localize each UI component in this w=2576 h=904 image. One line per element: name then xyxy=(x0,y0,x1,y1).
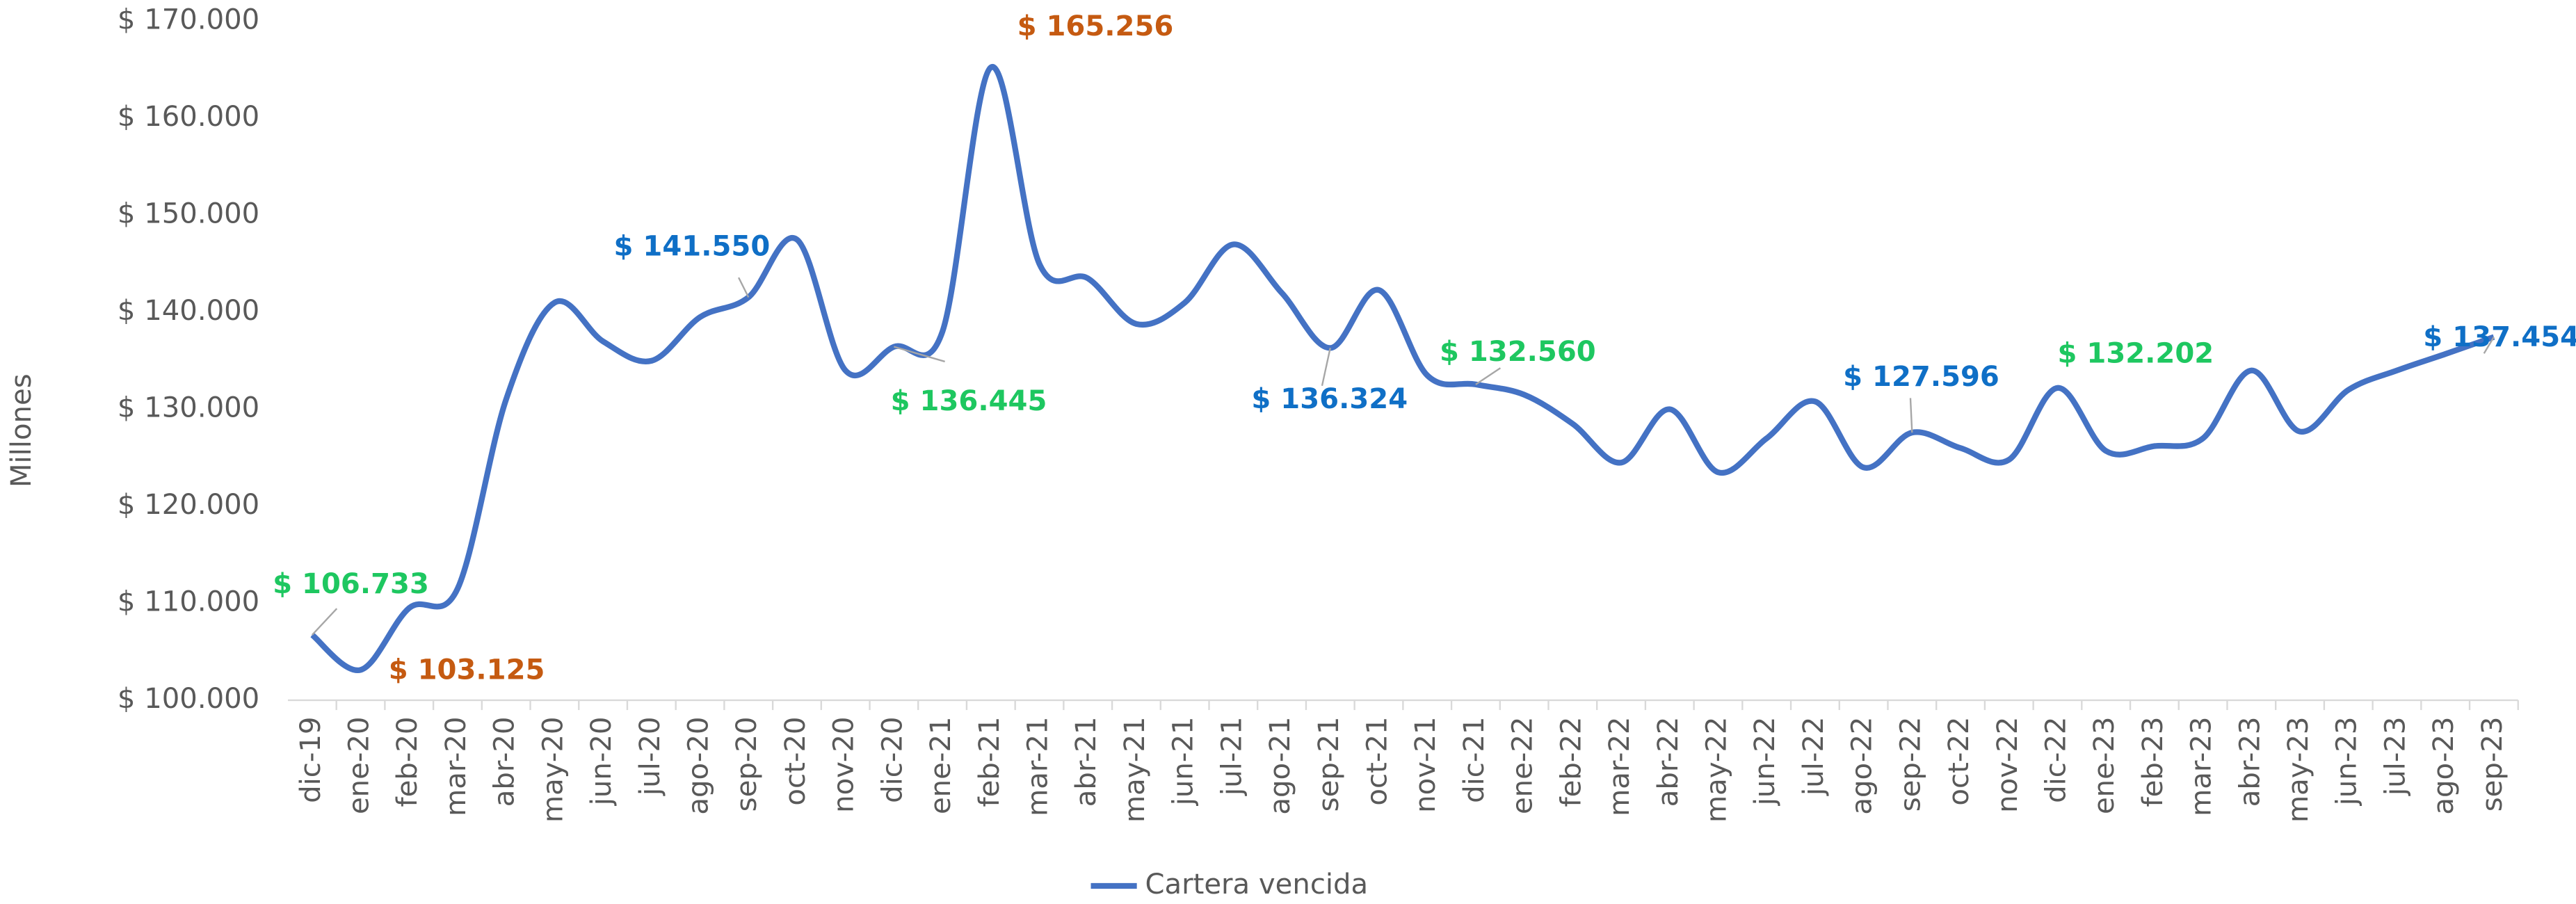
x-tick-label: ene-23 xyxy=(2088,717,2120,814)
x-tick-label: jul-22 xyxy=(1798,717,1830,796)
x-tick-label: abr-22 xyxy=(1652,717,1684,807)
x-tick-label: jun-23 xyxy=(2331,717,2363,807)
y-tick-label: $ 110.000 xyxy=(118,586,259,618)
x-tick-label: may-20 xyxy=(537,717,569,823)
x-tick-label: ene-20 xyxy=(344,717,376,814)
leader-line xyxy=(2483,336,2495,354)
leader-line xyxy=(1909,398,1913,433)
data-label: $ 106.733 xyxy=(273,568,429,600)
leader-line xyxy=(894,346,945,363)
x-tick-label: ene-22 xyxy=(1507,717,1539,814)
x-tick-label: nov-21 xyxy=(1410,717,1442,813)
x-tick-label: may-21 xyxy=(1119,717,1151,823)
x-tick-label: mar-23 xyxy=(2186,717,2218,816)
x-tick-label: jul-20 xyxy=(634,717,666,796)
x-tick-label: dic-22 xyxy=(2040,717,2072,803)
x-tick-label: ago-22 xyxy=(1846,717,1878,815)
leader-line xyxy=(311,608,338,636)
y-axis-label: Millones xyxy=(6,373,38,487)
leader-line xyxy=(738,277,750,298)
legend-label: Cartera vencida xyxy=(1145,869,1368,901)
x-tick-label: jul-23 xyxy=(2379,717,2411,796)
data-label: $ 132.560 xyxy=(1440,336,1596,368)
x-tick-label: may-22 xyxy=(1700,717,1732,823)
x-tick-label: mar-21 xyxy=(1022,717,1054,816)
x-tick-label: mar-22 xyxy=(1604,717,1636,816)
x-tick-label: dic-20 xyxy=(876,717,908,803)
x-tick-label: feb-23 xyxy=(2137,717,2169,807)
x-tick-label: dic-21 xyxy=(1458,717,1490,803)
x-tick-label: sep-21 xyxy=(1313,717,1345,812)
x-tick-label: abr-23 xyxy=(2234,717,2266,807)
data-label: $ 136.445 xyxy=(891,385,1047,417)
x-tick-label: ago-23 xyxy=(2428,717,2460,815)
x-tick-label: oct-22 xyxy=(1943,717,1975,806)
data-label: $ 136.324 xyxy=(1251,383,1408,415)
x-tick-label: mar-20 xyxy=(440,717,472,816)
x-tick-label: sep-22 xyxy=(1894,717,1926,812)
x-tick-label: ago-20 xyxy=(683,717,715,815)
data-label: $ 127.596 xyxy=(1843,361,1999,393)
leader-line xyxy=(1475,367,1502,385)
x-tick-label: jul-21 xyxy=(1216,717,1248,796)
x-tick-label: ene-21 xyxy=(925,717,957,814)
leader-line xyxy=(1321,348,1331,386)
x-tick-label: abr-21 xyxy=(1070,717,1102,807)
x-tick-label: may-23 xyxy=(2283,717,2315,823)
data-label: $ 141.550 xyxy=(614,231,771,263)
y-tick-label: $ 170.000 xyxy=(118,4,259,36)
y-tick-label: $ 120.000 xyxy=(118,489,259,521)
x-tick-label: feb-20 xyxy=(392,717,424,807)
x-tick-label: feb-22 xyxy=(1555,717,1587,807)
y-tick-label: $ 100.000 xyxy=(118,683,259,715)
data-label: $ 137.454 xyxy=(2423,321,2576,353)
y-tick-label: $ 140.000 xyxy=(118,295,259,327)
x-tick-label: feb-21 xyxy=(974,717,1006,807)
y-tick-label: $ 130.000 xyxy=(118,392,259,424)
x-tick-label: ago-21 xyxy=(1264,717,1296,815)
x-tick-label: oct-20 xyxy=(780,717,812,806)
series-line xyxy=(310,64,2495,673)
data-label: $ 132.202 xyxy=(2057,338,2214,370)
data-label: $ 165.256 xyxy=(1017,10,1174,42)
y-tick-label: $ 150.000 xyxy=(118,198,259,230)
x-tick-label: sep-20 xyxy=(731,717,763,812)
x-tick-label: sep-23 xyxy=(2477,717,2509,812)
x-tick-label: oct-21 xyxy=(1362,717,1394,806)
x-tick-label: jun-22 xyxy=(1749,717,1781,807)
x-tick-label: dic-19 xyxy=(295,717,327,803)
y-tick-label: $ 160.000 xyxy=(118,101,259,133)
x-tick-label: nov-22 xyxy=(1992,717,2024,813)
x-tick-label: abr-20 xyxy=(489,717,521,807)
data-label: $ 103.125 xyxy=(389,654,545,686)
x-tick-label: jun-20 xyxy=(586,717,618,807)
x-tick-label: jun-21 xyxy=(1168,717,1200,807)
x-tick-label: nov-20 xyxy=(828,717,860,813)
